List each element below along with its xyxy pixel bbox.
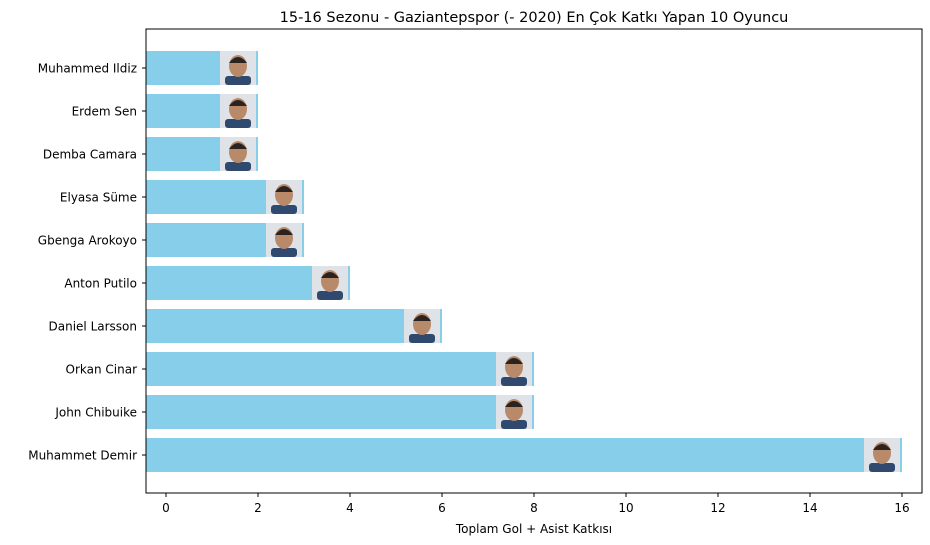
y-tick-label: Orkan Cinar bbox=[66, 363, 138, 377]
y-tick-label: John Chibuike bbox=[54, 406, 137, 420]
x-tick-label: 0 bbox=[162, 501, 170, 515]
y-tick-label: Anton Putilo bbox=[64, 277, 137, 291]
x-tick-label: 4 bbox=[346, 501, 354, 515]
x-tick-label: 6 bbox=[438, 501, 446, 515]
player-photo bbox=[312, 266, 348, 300]
bar bbox=[146, 395, 534, 429]
y-tick-label: Daniel Larsson bbox=[49, 320, 138, 334]
y-tick-label: Muhammed Ildiz bbox=[38, 62, 137, 76]
player-photo bbox=[220, 94, 256, 128]
player-photo bbox=[220, 51, 256, 85]
y-tick-label: Muhammet Demir bbox=[28, 449, 137, 463]
player-photo bbox=[864, 438, 900, 472]
y-tick-label: Elyasa Süme bbox=[60, 191, 137, 205]
y-tick-label: Gbenga Arokoyo bbox=[38, 234, 137, 248]
chart-title: 15-16 Sezonu - Gaziantepspor (- 2020) En… bbox=[280, 10, 789, 26]
player-photo bbox=[496, 395, 532, 429]
player-photo bbox=[404, 309, 440, 343]
y-axis-ticks: Muhammed Ildiz Erdem Sen Demba Camara Elyas… bbox=[28, 62, 146, 463]
x-tick-label: 8 bbox=[530, 501, 538, 515]
y-tick-label: Erdem Sen bbox=[72, 105, 137, 119]
bar bbox=[146, 352, 534, 386]
bar bbox=[146, 438, 902, 472]
player-photo bbox=[220, 137, 256, 171]
x-tick-label: 16 bbox=[894, 501, 909, 515]
x-tick-label: 14 bbox=[802, 501, 817, 515]
bars-layer bbox=[146, 51, 902, 472]
player-photo bbox=[266, 180, 302, 214]
x-axis-label: Toplam Gol + Asist Katkısı bbox=[455, 522, 612, 536]
x-tick-label: 12 bbox=[710, 501, 725, 515]
player-photo bbox=[496, 352, 532, 386]
x-axis-ticks: 0 2 4 6 8 10 12 14 16 bbox=[162, 493, 910, 515]
x-tick-label: 10 bbox=[618, 501, 633, 515]
x-tick-label: 2 bbox=[254, 501, 262, 515]
y-tick-label: Demba Camara bbox=[43, 148, 137, 162]
player-photo bbox=[266, 223, 302, 257]
bar bbox=[146, 309, 442, 343]
